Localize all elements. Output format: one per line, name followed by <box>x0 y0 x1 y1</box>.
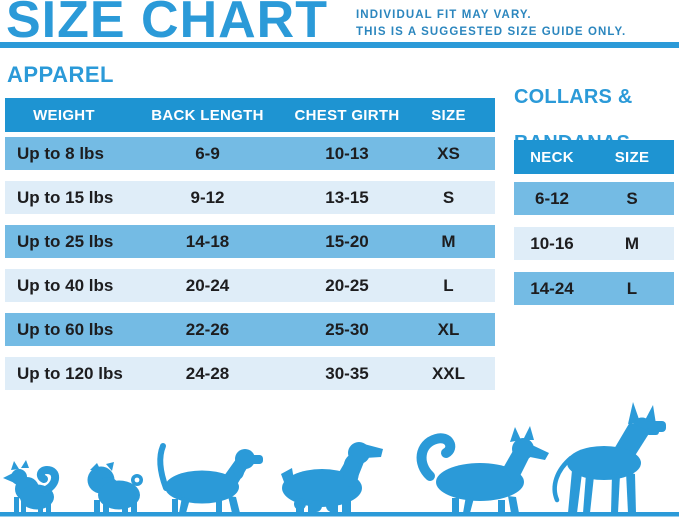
weight-cell: Up to 15 lbs <box>17 187 114 207</box>
back-length-cell: 20-24 <box>185 275 230 295</box>
apparel-table: WEIGHT BACK LENGTH CHEST GIRTH SIZE Up t… <box>5 98 495 401</box>
apparel-heading: APPAREL <box>7 62 114 87</box>
weight-cell: Up to 8 lbs <box>17 143 104 163</box>
size-cell: M <box>624 233 640 253</box>
pug-silhouette-icon <box>87 462 143 513</box>
column-header-size: SIZE <box>614 148 650 166</box>
dog-size-illustration <box>0 402 679 517</box>
size-cell: L <box>443 275 454 295</box>
fit-disclaimer-line2: THIS IS A SUGGESTED SIZE GUIDE ONLY. <box>356 25 627 38</box>
pomeranian-silhouette-icon <box>3 460 60 513</box>
column-header-neck: NECK <box>530 148 574 166</box>
table-row: 10-16 M <box>514 227 674 260</box>
chest-girth-cell: 15-20 <box>325 231 369 251</box>
beagle-silhouette-icon <box>157 443 263 513</box>
collars-heading-line1: COLLARS & <box>514 86 633 108</box>
chest-girth-cell: 13-15 <box>325 187 369 207</box>
fit-disclaimer: INDIVIDUAL FIT MAY VARY. THIS IS A SUGGE… <box>356 7 676 40</box>
weight-cell: Up to 120 lbs <box>17 363 123 383</box>
column-header-size: SIZE <box>431 106 466 124</box>
apparel-table-header: WEIGHT BACK LENGTH CHEST GIRTH SIZE <box>5 98 495 132</box>
table-row: Up to 60 lbs 22-26 25-30 XL <box>5 313 495 346</box>
size-cell: XS <box>437 143 460 163</box>
weight-cell: Up to 60 lbs <box>17 319 114 339</box>
neck-cell: 10-16 <box>530 233 574 253</box>
weight-cell: Up to 25 lbs <box>17 231 114 251</box>
weight-cell: Up to 40 lbs <box>17 275 114 295</box>
column-header-chest-girth: CHEST GIRTH <box>294 106 400 124</box>
page-title: SIZE CHART <box>6 0 328 49</box>
table-row: Up to 40 lbs 20-24 20-25 L <box>5 269 495 302</box>
table-row: Up to 15 lbs 9-12 13-15 S <box>5 181 495 214</box>
chest-girth-cell: 20-25 <box>325 275 369 295</box>
column-header-weight: WEIGHT <box>33 106 95 124</box>
table-row: Up to 25 lbs 14-18 15-20 M <box>5 225 495 258</box>
neck-cell: 14-24 <box>530 278 574 298</box>
size-cell: L <box>626 278 638 298</box>
table-row: Up to 8 lbs 6-9 10-13 XS <box>5 137 495 170</box>
back-length-cell: 14-18 <box>185 231 230 251</box>
collars-table: NECK SIZE 6-12 S 10-16 M 14-24 L <box>514 140 674 317</box>
fit-disclaimer-line1: INDIVIDUAL FIT MAY VARY. <box>356 9 532 21</box>
ground-line <box>0 512 679 517</box>
back-length-cell: 9-12 <box>190 187 225 207</box>
husky-silhouette-icon <box>416 426 549 513</box>
size-cell: M <box>441 231 456 251</box>
column-header-back-length: BACK LENGTH <box>151 106 264 124</box>
table-row: Up to 120 lbs 24-28 30-35 XXL <box>5 357 495 390</box>
back-length-cell: 22-26 <box>185 319 230 339</box>
back-length-cell: 24-28 <box>185 363 230 383</box>
collars-table-header: NECK SIZE <box>514 140 674 174</box>
cocker-spaniel-silhouette-icon <box>281 442 383 513</box>
size-cell: S <box>442 187 455 207</box>
size-cell: XXL <box>431 363 466 383</box>
back-length-cell: 6-9 <box>195 143 220 163</box>
neck-cell: 6-12 <box>534 188 570 208</box>
great-dane-silhouette-icon <box>552 402 666 513</box>
chest-girth-cell: 25-30 <box>325 319 369 339</box>
header-divider <box>0 42 679 48</box>
size-cell: S <box>626 188 638 208</box>
chest-girth-cell: 30-35 <box>325 363 369 383</box>
size-cell: XL <box>437 319 460 339</box>
chest-girth-cell: 10-13 <box>325 143 369 163</box>
table-row: 6-12 S <box>514 182 674 215</box>
table-row: 14-24 L <box>514 272 674 305</box>
